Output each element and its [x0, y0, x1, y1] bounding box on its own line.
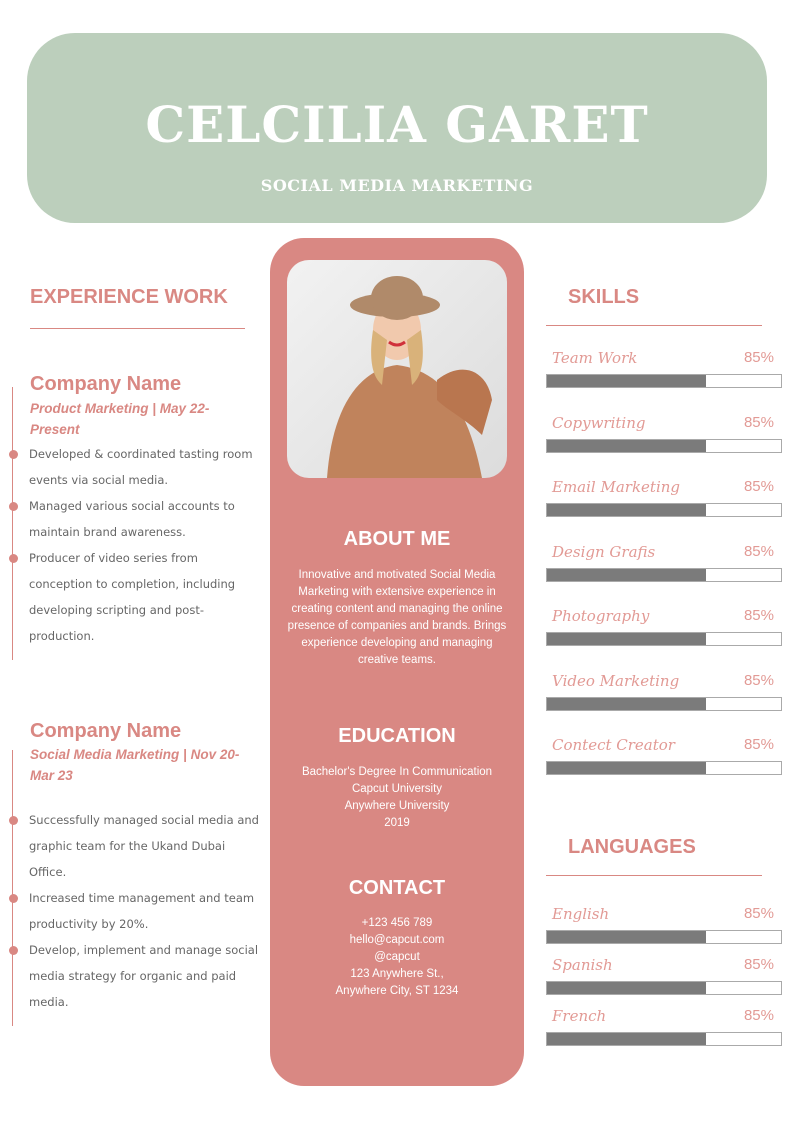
- item-label: Team Work: [552, 349, 638, 367]
- about-title: ABOUT ME: [343, 528, 451, 550]
- item-percent: 85%: [743, 542, 774, 560]
- item-label: Photography: [552, 607, 650, 625]
- item-percent: 85%: [743, 349, 774, 366]
- item-percent: 85%: [743, 736, 774, 753]
- progress-fill: [547, 504, 707, 516]
- timeline-line: [12, 750, 13, 1026]
- candidate-role: SOCIAL MEDIA MARKETING: [260, 176, 534, 195]
- address: 123 Anywhere St.,: [350, 968, 444, 980]
- skill-item: Video Marketing 85%: [546, 672, 782, 711]
- bullet-dot-icon: [9, 502, 18, 511]
- progress-bar: [546, 761, 782, 775]
- bullet-dot-icon: [9, 946, 18, 955]
- progress-bar: [546, 696, 782, 711]
- language-item: English 85%: [546, 905, 782, 944]
- progress-bar: [546, 438, 782, 453]
- bullet-dot-icon: [9, 894, 18, 903]
- experience-title: EXPERIENCE WORK: [30, 286, 228, 308]
- item-percent: 85%: [743, 607, 774, 624]
- progress-bar: [546, 374, 782, 388]
- item-label: Contect Creator: [552, 736, 675, 754]
- item-label: Video Marketing: [552, 671, 680, 690]
- progress-fill: [547, 439, 707, 452]
- bullet-dot-icon: [9, 450, 18, 459]
- profile-photo: [287, 260, 507, 478]
- progress-bar: [546, 1032, 782, 1046]
- progress-bar: [546, 930, 782, 944]
- skill-item: Contect Creator 85%: [546, 736, 782, 775]
- education-title: EDUCATION: [338, 725, 456, 747]
- item-label: Email Marketing: [552, 478, 681, 496]
- company-name: Company Name: [30, 373, 182, 395]
- phone: +123 456 789: [361, 917, 433, 929]
- job-subtitle: Product Marketing | May 22-Present: [30, 401, 210, 437]
- bullet-item: Successfully managed social media and gr…: [9, 807, 264, 885]
- progress-fill: [547, 633, 707, 645]
- email: hello@capcut.com: [349, 934, 445, 946]
- progress-fill: [547, 982, 707, 994]
- skill-item: Team Work 85%: [546, 349, 782, 388]
- item-percent: 85%: [743, 905, 774, 922]
- languages-title: LANGUAGES: [568, 836, 696, 858]
- bullet-dot-icon: [9, 816, 18, 825]
- bullet-item: Managed various social accounts to maint…: [9, 493, 264, 545]
- skills-title: SKILLS: [568, 286, 640, 308]
- job-subtitle: Social Media Marketing | Nov 20-Mar 23: [30, 747, 240, 783]
- item-label: French: [552, 1007, 607, 1025]
- item-label: Spanish: [552, 956, 613, 974]
- progress-fill: [547, 1033, 707, 1045]
- center-panel: ABOUT ME Innovative and motivated Social…: [270, 238, 524, 1086]
- divider: [546, 325, 762, 326]
- bullet-item: Develop, implement and manage social med…: [9, 937, 264, 1015]
- divider: [546, 875, 762, 876]
- contact-details: +123 456 789 hello@capcut.com @capcut 12…: [284, 915, 510, 1000]
- bullet-item: Developed & coordinated tasting room eve…: [9, 441, 264, 493]
- item-label: Design Grafis: [552, 542, 656, 561]
- language-item: Spanish 85%: [546, 956, 782, 995]
- item-label: Copywriting: [552, 413, 646, 432]
- bullet-dot-icon: [9, 554, 18, 563]
- timeline-line: [12, 387, 13, 660]
- progress-fill: [547, 762, 707, 774]
- social-handle: @capcut: [374, 951, 420, 963]
- progress-fill: [547, 375, 707, 387]
- education-details: Bachelor's Degree In Communication Capcu…: [301, 766, 493, 829]
- language-item: French 85%: [546, 1007, 782, 1046]
- address-city: Anywhere City, ST 1234: [335, 985, 459, 997]
- item-percent: 85%: [743, 671, 774, 689]
- item-percent: 85%: [743, 1007, 774, 1024]
- job-bullets: Successfully managed social media and gr…: [9, 807, 264, 1015]
- skill-item: Copywriting 85%: [546, 414, 782, 453]
- skill-item: Photography 85%: [546, 607, 782, 646]
- contact-title: CONTACT: [348, 877, 446, 899]
- about-text: Innovative and motivated Social Media Ma…: [287, 569, 507, 666]
- item-label: English: [552, 905, 610, 923]
- skill-item: Design Grafis 85%: [546, 543, 782, 582]
- bullet-item: Increased time management and team produ…: [9, 885, 264, 937]
- header-banner: CELCILIA GARET SOCIAL MEDIA MARKETING: [27, 33, 767, 223]
- job-bullets: Developed & coordinated tasting room eve…: [9, 441, 264, 649]
- candidate-name: CELCILIA GARET: [145, 95, 649, 154]
- bullet-item: Producer of video series from conception…: [9, 545, 264, 649]
- progress-fill: [547, 931, 707, 943]
- divider: [30, 328, 245, 329]
- item-percent: 85%: [743, 956, 774, 973]
- progress-fill: [547, 697, 707, 710]
- skill-item: Email Marketing 85%: [546, 478, 782, 517]
- item-percent: 85%: [743, 413, 774, 431]
- progress-bar: [546, 981, 782, 995]
- progress-bar: [546, 632, 782, 646]
- progress-bar: [546, 503, 782, 517]
- item-percent: 85%: [743, 478, 774, 495]
- progress-fill: [547, 568, 707, 581]
- company-name: Company Name: [30, 720, 182, 742]
- progress-bar: [546, 567, 782, 582]
